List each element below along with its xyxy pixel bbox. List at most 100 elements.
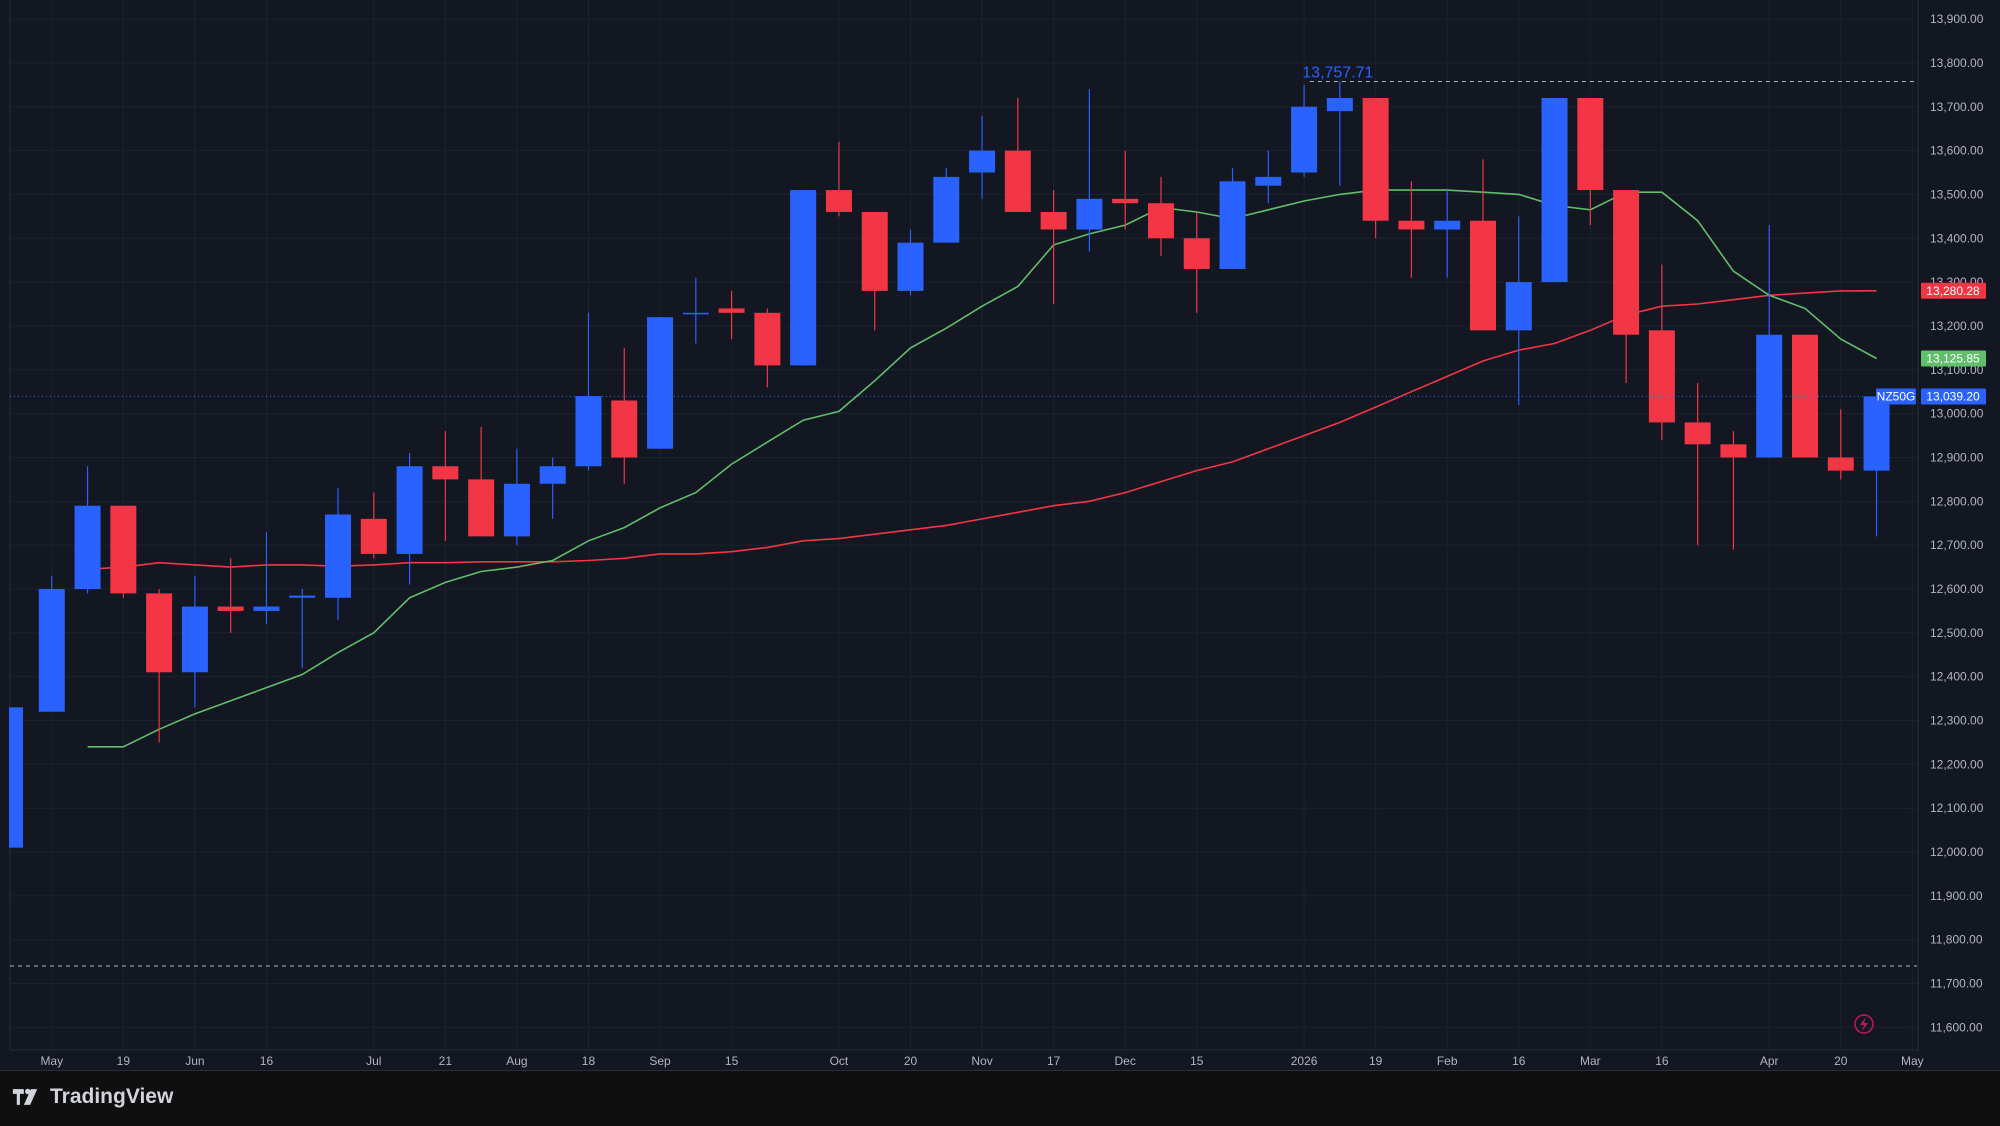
ma-slow-line <box>87 289 1877 571</box>
candle-body <box>1398 220 1425 230</box>
x-tick-label: Jul <box>366 1054 381 1068</box>
candle <box>503 448 530 546</box>
candle <box>1648 264 1675 440</box>
candle <box>9 707 23 848</box>
candle <box>38 575 65 712</box>
x-tick-label: 20 <box>1834 1054 1848 1068</box>
candle-body <box>325 514 352 598</box>
x-tick-label: Mar <box>1580 1054 1601 1068</box>
candle-body <box>897 242 924 291</box>
ma-slow-tag-bg <box>1921 282 1986 299</box>
candle-body <box>1112 198 1139 204</box>
footer-bar: TradingView <box>0 1070 2000 1126</box>
y-tick-label: 11,600.00 <box>1930 1020 1983 1034</box>
x-tick-label: 19 <box>1369 1054 1383 1068</box>
tradingview-logo-icon <box>12 1088 38 1105</box>
candle <box>110 505 137 598</box>
candle <box>1004 97 1031 212</box>
candle <box>1756 225 1783 458</box>
x-tick-label: 20 <box>904 1054 918 1068</box>
candlestick-chart[interactable]: 13,757.71 11,600.0011,700.0011,800.0011,… <box>0 0 2000 1070</box>
y-tick-label: 12,700.00 <box>1930 538 1984 552</box>
candle <box>897 229 924 296</box>
candle-body <box>1613 190 1640 335</box>
symbol-tag-bg <box>1876 388 1916 405</box>
candle <box>611 347 638 484</box>
x-tick-label: Jun <box>185 1054 204 1068</box>
candle <box>1505 216 1532 405</box>
candle-body <box>38 589 65 712</box>
y-tick-label: 13,700.00 <box>1930 100 1984 114</box>
x-tick-label: 17 <box>1047 1054 1061 1068</box>
candle <box>1434 190 1461 278</box>
x-tick-label: May <box>1901 1054 1924 1068</box>
candle-body <box>1183 238 1210 269</box>
x-tick-label: 16 <box>1512 1054 1526 1068</box>
candle-body <box>539 466 566 484</box>
candle <box>754 308 781 388</box>
x-tick-label: 15 <box>725 1054 739 1068</box>
candle <box>146 589 173 743</box>
candle-body <box>861 211 888 291</box>
y-tick-label: 12,300.00 <box>1930 714 1984 728</box>
y-tick-label: 13,000.00 <box>1930 407 1984 421</box>
y-tick-label: 12,200.00 <box>1930 757 1984 771</box>
axes: 11,600.00 11,700.00 11,800.00 11,900.00 12,0… <box>40 12 1986 1068</box>
candle-body <box>1469 220 1496 331</box>
candles <box>9 81 1890 848</box>
candle-body <box>1326 97 1353 112</box>
ma-fast-line <box>87 189 1877 748</box>
candle-body <box>1720 444 1747 458</box>
candle-body <box>575 396 602 467</box>
candle-body <box>289 595 316 598</box>
candle <box>1398 181 1425 278</box>
y-tick-label: 12,800.00 <box>1930 494 1984 508</box>
candle-body <box>1434 220 1461 230</box>
candle-body <box>1004 150 1031 212</box>
candle-body <box>1505 282 1532 331</box>
candle-body <box>1577 97 1604 191</box>
grid <box>9 0 1919 1051</box>
y-tick-label: 12,900.00 <box>1930 450 1984 464</box>
ma-fast-tag: 13,125.85 <box>1926 351 1980 365</box>
candle-body <box>825 190 852 212</box>
candle <box>682 277 709 344</box>
moving-averages <box>87 189 1877 748</box>
candle-body <box>217 606 244 611</box>
candle-body <box>253 606 280 611</box>
candle-body <box>790 190 817 366</box>
candle-body <box>1827 457 1854 471</box>
candle <box>861 211 888 331</box>
candle <box>1291 84 1318 177</box>
high-value-label: 13,757.71 <box>1302 64 1373 81</box>
chart-area[interactable]: 13,757.71 11,600.00 11,700.00 11,800.00 11,… <box>0 0 2000 1070</box>
x-tick-label: 2026 <box>1291 1054 1318 1068</box>
tradingview-brand[interactable]: TradingView <box>12 1085 173 1109</box>
candle-body <box>647 317 674 449</box>
candle-body <box>9 707 23 848</box>
candle-body <box>1684 422 1711 445</box>
candle-body <box>682 312 709 315</box>
ma-slow-tag: 13,280.28 <box>1926 284 1980 298</box>
ma-fast-tag-bg <box>1921 350 1986 367</box>
candle-body <box>933 176 960 243</box>
y-tick-label: 13,200.00 <box>1930 319 1984 333</box>
x-tick-label: 21 <box>439 1054 453 1068</box>
candle-body <box>146 593 173 673</box>
candle-body <box>1863 396 1890 471</box>
candle <box>575 312 602 471</box>
candle <box>1147 176 1174 256</box>
candle-body <box>1147 203 1174 239</box>
candle <box>74 466 101 594</box>
y-tick-label: 13,800.00 <box>1930 56 1984 70</box>
y-tick-label: 13,400.00 <box>1930 231 1984 245</box>
candle <box>1613 190 1640 383</box>
candle-body <box>1076 198 1103 230</box>
candle-body <box>468 479 495 537</box>
x-tick-label: Sep <box>649 1054 671 1068</box>
candle <box>1112 150 1139 230</box>
x-tick-label: Oct <box>830 1054 849 1068</box>
candle <box>1827 409 1854 480</box>
x-tick-label: 16 <box>260 1054 274 1068</box>
candle <box>1720 431 1747 550</box>
